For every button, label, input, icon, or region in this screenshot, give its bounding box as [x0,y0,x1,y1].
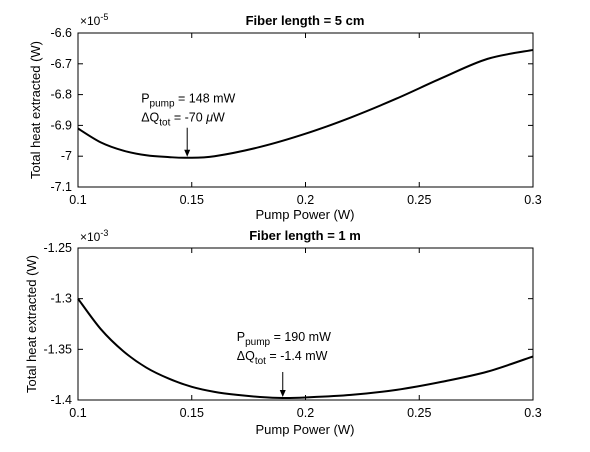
chart-title: Fiber length = 1 m [249,228,361,243]
chart-panel-top: Fiber length = 5 cm Pump Power (W) Total… [28,12,542,222]
y-ticks: -7.1 -7 -6.9 -6.8 -6.7 -6.6 [50,26,533,194]
annotation: Ppump = 148 mW ΔQtot = -70 μW [141,92,236,157]
series-line [77,48,534,159]
x-ticks: 0.1 0.15 0.2 0.25 0.3 [69,33,542,207]
y-tick-label: -6.6 [50,26,72,40]
y-tick-label: -1.3 [50,292,72,306]
chart-panel-bottom: Fiber length = 1 m Pump Power (W) Total … [24,228,542,437]
x-tick-label: 0.25 [407,193,431,207]
plot-area [77,247,534,401]
x-tick-label: 0.15 [180,406,204,420]
x-tick-label: 0.2 [297,406,314,420]
y-tick-label: -6.8 [50,88,72,102]
y-tick-label: -1.4 [50,393,72,407]
y-exponent-label: ×10-3 [80,228,108,244]
x-axis-label: Pump Power (W) [256,207,355,222]
annotation-heat-text: ΔQtot = -1.4 mW [237,349,328,367]
series-line [77,298,534,400]
x-tick-label: 0.2 [297,193,314,207]
annotation: Ppump = 190 mW ΔQtot = -1.4 mW [237,330,331,397]
y-exponent-label: ×10-5 [80,12,108,28]
x-tick-label: 0.3 [524,406,541,420]
y-axis-label: Total heat extracted (W) [28,41,43,179]
y-tick-label: -7 [61,149,72,163]
y-tick-label: -7.1 [50,180,72,194]
x-tick-label: 0.15 [180,193,204,207]
chart-title: Fiber length = 5 cm [246,13,365,28]
y-axis-label: Total heat extracted (W) [24,255,39,393]
y-tick-label: -1.35 [44,342,73,356]
annotation-arrow-head [279,389,286,397]
y-tick-label: -6.9 [50,118,72,132]
y-tick-label: -6.7 [50,57,72,71]
y-ticks: -1.4 -1.35 -1.3 -1.25 [44,241,533,407]
x-axis-label: Pump Power (W) [256,422,355,437]
x-tick-label: 0.1 [69,193,86,207]
annotation-heat-text: ΔQtot = -70 μW [141,111,225,129]
annotation-arrow-head [184,149,191,157]
x-ticks: 0.1 0.15 0.2 0.25 0.3 [69,248,542,420]
x-tick-label: 0.3 [524,193,541,207]
annotation-pump-text: Ppump = 148 mW [141,92,235,110]
annotation-pump-text: Ppump = 190 mW [237,330,331,348]
x-tick-label: 0.25 [407,406,431,420]
plot-area [77,32,534,188]
x-tick-label: 0.1 [69,406,86,420]
y-tick-label: -1.25 [44,241,73,255]
